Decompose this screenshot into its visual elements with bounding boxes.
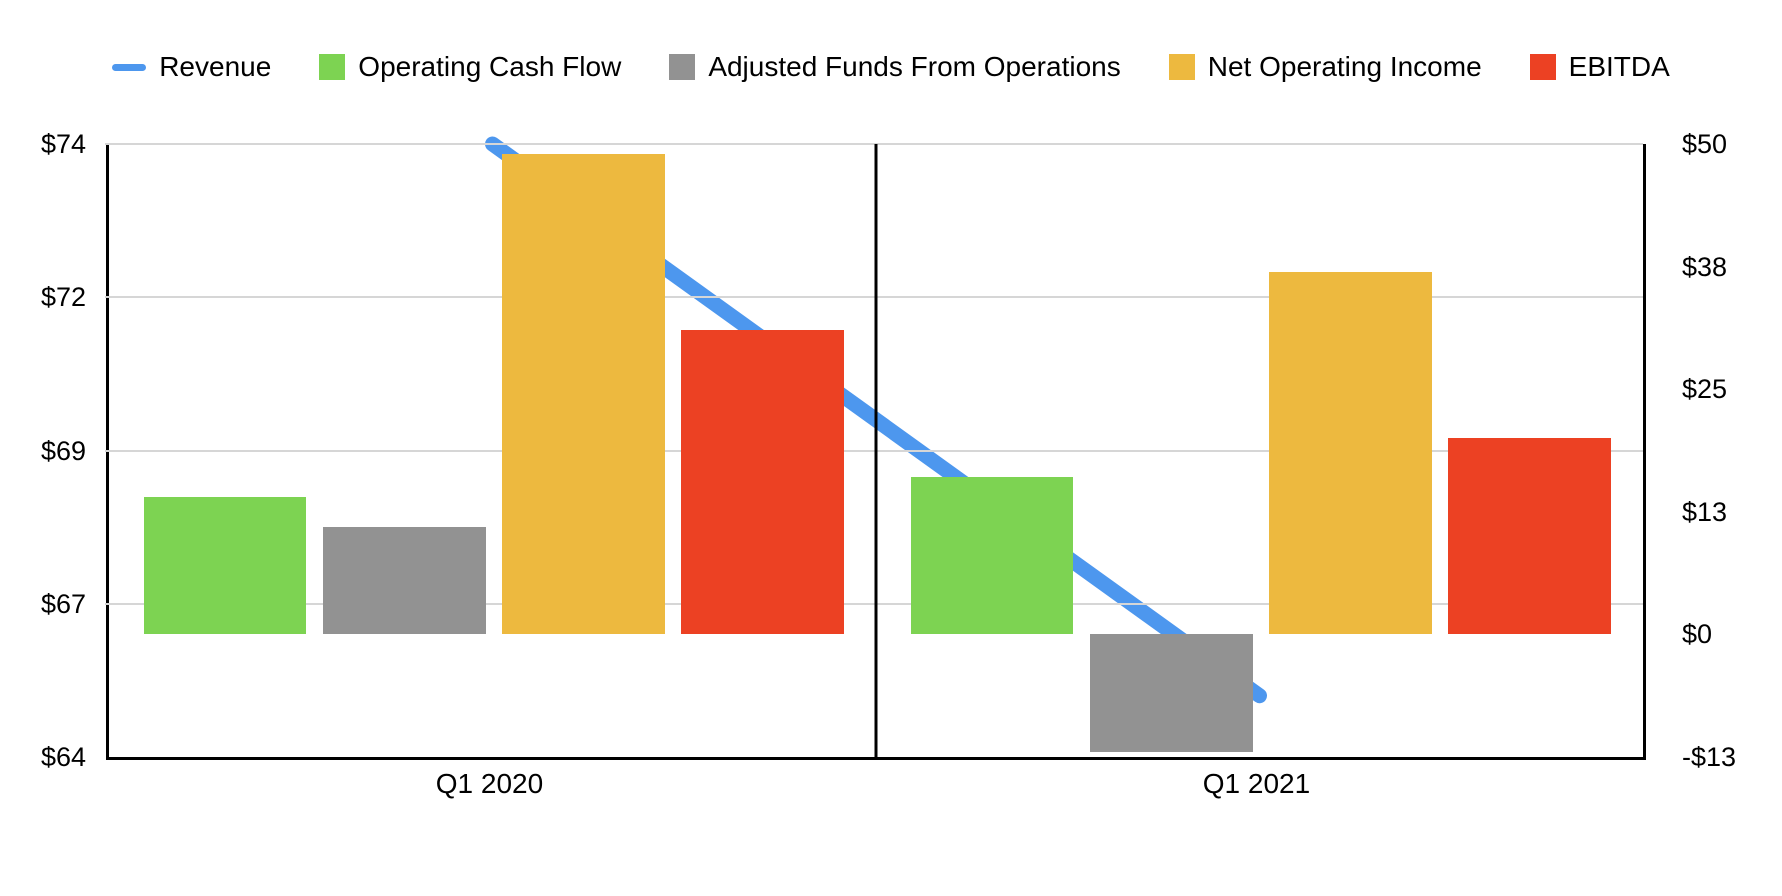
y-right-tick-label: $38	[1682, 251, 1728, 282]
legend-square-swatch-icon	[1168, 54, 1195, 80]
y-left-tick-label: $69	[40, 435, 86, 466]
y-axis-right: $50 $38 $25 $13 $0 -$13	[1682, 129, 1782, 772]
legend-label: Revenue	[159, 51, 272, 82]
bar-adjusted-funds-from-operations	[322, 526, 486, 635]
y-right-tick-label: $13	[1682, 496, 1728, 527]
legend-label: Operating Cash Flow	[358, 51, 622, 82]
bar-ebitda	[1447, 438, 1611, 635]
bar-adjusted-funds-from-operations	[1089, 634, 1253, 753]
legend-square-swatch-icon	[1529, 54, 1556, 80]
legend-label: EBITDA	[1568, 51, 1670, 82]
legend-item-ebitda: EBITDA	[1529, 40, 1670, 94]
legend-square-swatch-icon	[319, 54, 346, 80]
gridline	[105, 143, 1643, 145]
y-left-tick-label: $74	[40, 129, 86, 159]
bar-net-operating-income	[1268, 271, 1432, 635]
y-right-tick-label: $0	[1682, 619, 1713, 650]
gridline	[105, 296, 1643, 299]
legend-item-operating-cash-flow: Operating Cash Flow	[319, 40, 621, 94]
bar-ebitda	[680, 330, 844, 635]
bar-operating-cash-flow	[910, 477, 1074, 635]
y-left-tick-label: $67	[40, 588, 86, 619]
gridline	[105, 602, 1643, 605]
legend-label: Adjusted Funds From Operations	[708, 51, 1121, 82]
y-right-tick-label: $25	[1682, 374, 1728, 405]
y-axis-left: $74 $72 $69 $67 $64	[0, 129, 86, 772]
y-right-tick-label: -$13	[1682, 742, 1737, 772]
legend-square-swatch-icon	[669, 54, 696, 80]
legend-item-revenue: Revenue	[112, 40, 271, 94]
bar-operating-cash-flow	[143, 497, 307, 635]
legend-label: Net Operating Income	[1207, 51, 1482, 82]
x-tick-label: Q1 2021	[1202, 768, 1311, 799]
legend: Revenue Operating Cash Flow Adjusted Funds…	[0, 40, 1782, 94]
y-left-tick-label: $64	[40, 742, 86, 772]
panel-divider	[874, 144, 878, 757]
y-right-tick-label: $50	[1682, 129, 1728, 159]
legend-item-adjusted-funds-from-operations: Adjusted Funds From Operations	[669, 40, 1121, 94]
y-left-tick-label: $72	[40, 282, 86, 313]
x-tick-label: Q1 2020	[435, 768, 544, 799]
legend-item-net-operating-income: Net Operating Income	[1168, 40, 1482, 94]
x-axis: Q1 2020 Q1 2021	[106, 764, 1640, 804]
legend-line-swatch-icon	[112, 63, 147, 71]
bar-net-operating-income	[501, 153, 665, 635]
plot-area	[105, 136, 1646, 760]
gridline	[105, 449, 1643, 452]
